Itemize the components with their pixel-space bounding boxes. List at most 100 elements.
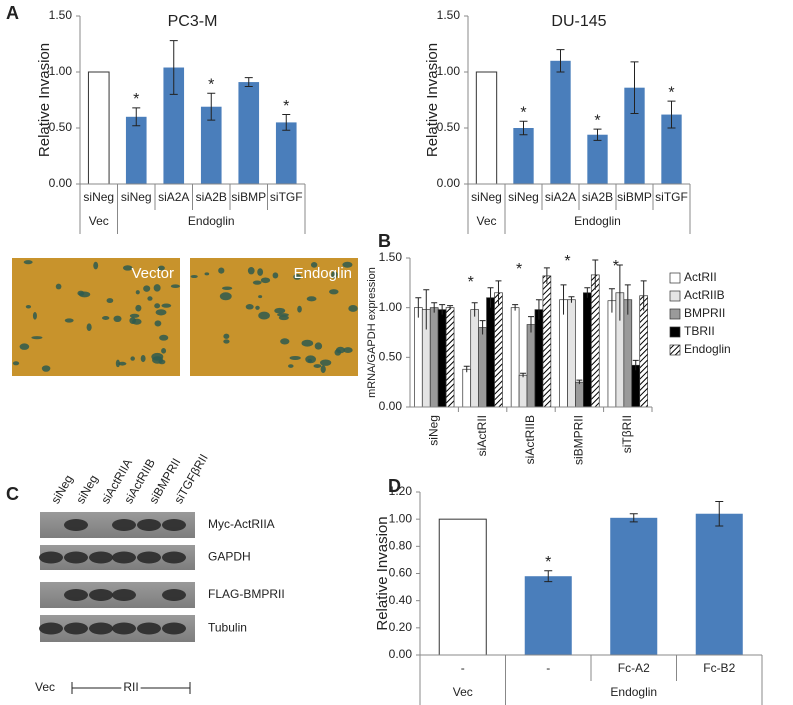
cell: [25, 305, 32, 309]
bar: [429, 307, 439, 408]
cell: [272, 272, 279, 279]
y-tick-label: 0.50: [437, 120, 461, 134]
lane-group-label: RII: [123, 680, 138, 694]
cell: [157, 265, 165, 271]
x-tick-label: siActRII: [475, 415, 489, 456]
x-tick-label: siA2B: [582, 190, 613, 204]
legend-swatch: [669, 308, 681, 320]
bar: [510, 307, 520, 408]
error-bar: [463, 365, 470, 373]
cell: [331, 270, 338, 279]
y-tick-label: 1.00: [389, 511, 413, 525]
bar: [661, 114, 682, 184]
blot-band: [112, 622, 136, 635]
band-label: Tubulin: [208, 621, 247, 635]
cell: [170, 284, 180, 289]
x-tick-label: siBMP: [231, 190, 266, 204]
significance-star: *: [516, 261, 522, 278]
group-label: Endoglin: [188, 214, 235, 228]
blot-band: [39, 551, 63, 564]
y-tick-label: 0.00: [379, 399, 403, 413]
band-label: Myc-ActRIIA: [208, 517, 275, 531]
error-bar: [207, 92, 216, 121]
bar: [462, 368, 472, 408]
x-tick-label: siBMPRII: [572, 415, 586, 465]
cell: [313, 364, 322, 369]
error-bar: [415, 297, 422, 318]
significance-star: *: [468, 274, 474, 291]
cell: [223, 333, 230, 339]
x-tick-label: siNeg: [83, 190, 114, 204]
y-tick-label: 0.80: [389, 539, 413, 553]
band-label: FLAG-BMPRII: [208, 587, 285, 601]
cell: [12, 361, 20, 366]
bar: [610, 517, 658, 655]
cell: [289, 355, 301, 360]
cell: [143, 285, 151, 292]
error-bar: [568, 296, 575, 303]
x-tick-label: siNeg: [426, 415, 440, 446]
bar: [559, 299, 568, 408]
y-tick-label: 0.00: [49, 176, 73, 190]
cell: [221, 286, 233, 290]
panel-label: A: [6, 3, 19, 23]
blot-band: [162, 589, 186, 601]
error-bar: [132, 107, 141, 127]
error-bar: [544, 570, 553, 583]
cell: [314, 342, 323, 350]
cell: [348, 305, 358, 312]
cell: [260, 277, 271, 284]
error-bar: [282, 114, 291, 131]
legend-label: Endoglin: [684, 342, 731, 356]
cell: [329, 289, 339, 295]
blot-band: [162, 551, 186, 564]
band-label: GAPDH: [208, 550, 251, 564]
cell: [113, 315, 122, 323]
error-bar: [431, 302, 438, 313]
blot-band: [64, 589, 88, 601]
blot-band: [137, 551, 161, 564]
error-bar: [543, 267, 550, 284]
bar: [87, 71, 110, 185]
cell: [190, 274, 198, 279]
bar: [631, 364, 641, 408]
x-tick-label: siActRIIB: [523, 415, 537, 464]
cell: [64, 318, 74, 323]
panel-label: D: [388, 476, 401, 496]
group-label: Vec: [89, 214, 109, 228]
bar: [575, 381, 584, 408]
error-bar: [528, 316, 534, 333]
x-tick-label: Fc-A2: [618, 661, 650, 675]
error-bar: [519, 120, 528, 136]
cell: [135, 290, 140, 295]
legend-swatch: [669, 272, 681, 284]
error-bar: [471, 302, 478, 317]
cell: [252, 280, 262, 285]
cell: [219, 292, 232, 301]
significance-star: *: [208, 76, 214, 93]
bar: [414, 307, 423, 408]
error-bar: [630, 61, 639, 114]
cell: [301, 339, 314, 347]
cell: [106, 298, 114, 304]
panel-label: B: [378, 231, 391, 251]
bar: [163, 67, 185, 184]
cell: [293, 273, 302, 280]
y-tick-label: 1.20: [389, 484, 413, 498]
x-tick-label: -: [546, 661, 550, 675]
error-bar: [584, 287, 591, 298]
cell: [86, 323, 92, 332]
cell: [77, 290, 85, 296]
cell: [320, 365, 326, 373]
cell: [55, 283, 62, 290]
bar: [238, 82, 260, 184]
error-bar: [439, 304, 446, 315]
blot-band: [137, 622, 161, 635]
cell: [274, 307, 286, 314]
group-label: Endoglin: [574, 214, 621, 228]
cell: [159, 334, 169, 341]
significance-star: *: [520, 104, 526, 121]
bar: [567, 299, 576, 408]
blot-band: [89, 551, 113, 564]
micrograph-label: Endoglin: [294, 265, 352, 282]
